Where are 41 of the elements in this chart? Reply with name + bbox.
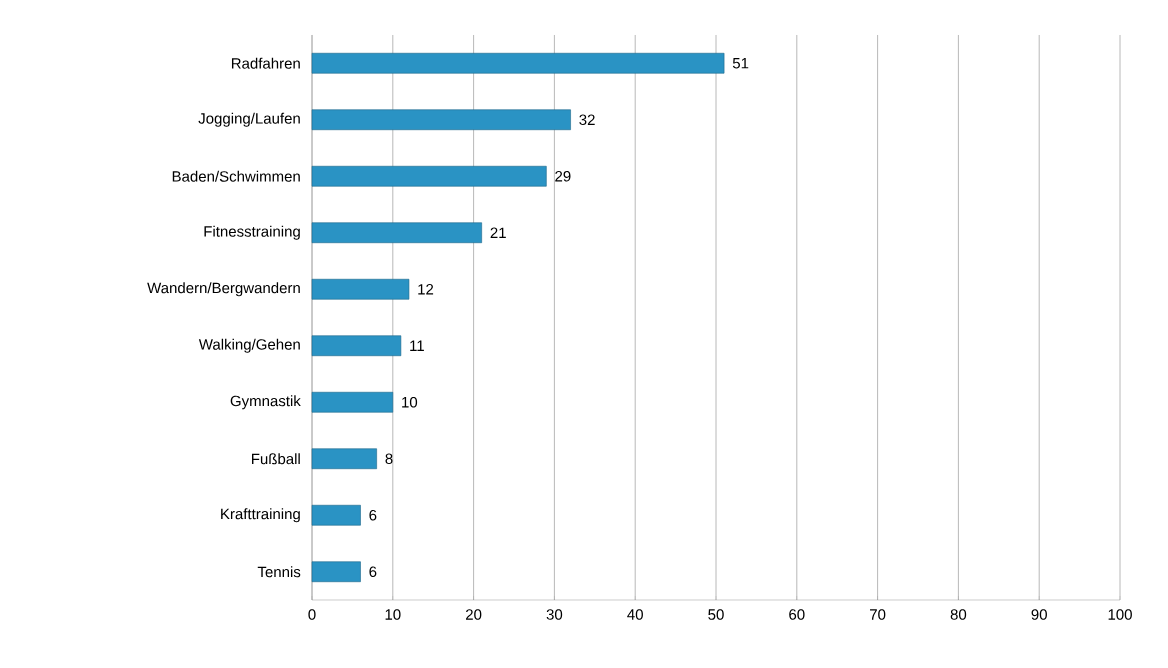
data-label: 11 — [410, 340, 424, 351]
x-tick-label: 70 — [870, 609, 886, 620]
y-tick-label: Krafttraining — [221, 508, 300, 523]
data-label: 8 — [385, 453, 393, 465]
data-label: 51 — [732, 58, 749, 69]
y-tick-label: Baden/Schwimmen — [172, 170, 300, 182]
y-tick-label: Tennis — [257, 566, 301, 578]
bar — [311, 448, 377, 470]
bar — [311, 391, 394, 413]
data-label: 10 — [402, 396, 418, 408]
bar — [311, 109, 571, 131]
y-tick-label: Jogging/Laufen — [198, 112, 300, 127]
x-tick-label: 40 — [627, 609, 643, 620]
bar — [311, 165, 547, 187]
x-tick-label: 100 — [1108, 609, 1132, 620]
bar — [311, 278, 410, 300]
y-tick-label: Radfahren — [231, 57, 300, 69]
x-tick-label: 50 — [708, 609, 724, 620]
y-tick-label: Gymnastik — [230, 395, 301, 410]
data-label: 6 — [369, 509, 377, 521]
x-tick-label: 60 — [789, 609, 805, 620]
data-label: 29 — [555, 170, 571, 182]
bar — [311, 222, 482, 244]
x-tick-label: 30 — [546, 609, 563, 620]
y-tick-label: Fitnesstraining — [204, 225, 300, 240]
y-tick-label: Walking/Gehen — [198, 338, 300, 353]
bar — [311, 561, 361, 583]
data-label: 6 — [369, 566, 377, 578]
bar — [311, 504, 361, 526]
data-label: 32 — [579, 114, 595, 126]
bar — [311, 335, 402, 357]
x-tick-label: 0 — [308, 609, 316, 620]
x-tick-label: 10 — [385, 609, 401, 620]
y-tick-label: Fußball — [252, 453, 300, 465]
data-label: 21 — [490, 227, 506, 238]
bar — [311, 52, 725, 74]
x-tick-label: 20 — [466, 609, 482, 620]
x-tick-label: 80 — [950, 609, 967, 620]
data-label: 12 — [418, 284, 434, 295]
y-tick-label: Wandern/Bergwandern — [147, 282, 300, 297]
x-tick-label: 90 — [1031, 609, 1047, 620]
